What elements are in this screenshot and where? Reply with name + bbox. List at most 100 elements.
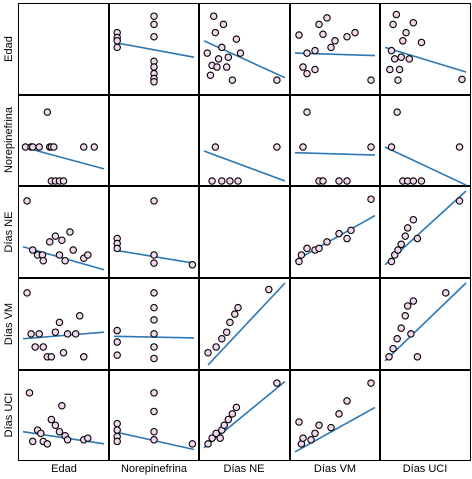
panel-3-1 <box>113 289 195 363</box>
data-point <box>323 238 331 246</box>
data-point <box>228 76 237 84</box>
data-point <box>39 256 47 265</box>
data-point <box>385 353 393 361</box>
data-point <box>394 246 402 254</box>
data-point <box>234 177 242 185</box>
data-point <box>55 251 64 259</box>
data-point <box>386 65 394 74</box>
data-point <box>209 12 218 20</box>
data-point <box>61 256 69 265</box>
data-point <box>397 53 405 61</box>
data-point <box>58 402 66 410</box>
data-point <box>343 397 351 405</box>
panel-0-4 <box>384 10 467 84</box>
data-point <box>367 143 375 151</box>
data-point <box>327 423 335 432</box>
panel-border-1-4 <box>380 95 471 186</box>
panel-1-0 <box>21 108 105 185</box>
data-point <box>295 418 303 426</box>
panel-border-2-3 <box>290 186 380 278</box>
data-point <box>51 328 60 336</box>
data-point <box>405 55 414 63</box>
data-point <box>387 143 396 151</box>
data-point <box>150 259 158 267</box>
panel-2-3 <box>294 195 376 266</box>
data-point <box>214 55 223 63</box>
data-point <box>265 285 273 294</box>
panel-border-4-4 <box>380 370 471 461</box>
panel-border-2-4 <box>380 186 471 278</box>
panel-border-4-0 <box>18 370 109 461</box>
data-point <box>84 251 92 259</box>
data-point <box>150 407 158 416</box>
data-point <box>69 246 77 254</box>
row-label-edad: Edad <box>3 36 15 62</box>
data-point <box>35 330 43 338</box>
data-point <box>343 234 351 243</box>
data-point <box>367 195 375 203</box>
regression-line <box>22 331 105 340</box>
panel-2-0 <box>22 197 105 271</box>
data-point <box>43 108 52 116</box>
data-point <box>299 143 307 151</box>
data-point <box>222 63 231 71</box>
data-point <box>299 434 307 442</box>
data-point <box>113 244 121 253</box>
data-point <box>303 69 311 78</box>
col-label-edad: Edad <box>51 463 77 475</box>
data-point <box>303 49 311 57</box>
row-label-dias-ne: Días NE <box>3 212 15 253</box>
data-point <box>402 28 410 37</box>
data-point <box>387 257 396 266</box>
data-point <box>39 343 47 351</box>
data-point <box>208 434 216 442</box>
panel-1-4 <box>384 108 467 186</box>
data-point <box>335 177 343 185</box>
data-point <box>367 379 375 387</box>
data-point <box>389 20 397 29</box>
data-point <box>307 436 315 444</box>
data-point <box>297 251 306 259</box>
data-point <box>397 240 405 249</box>
data-point <box>319 30 327 38</box>
data-point <box>232 403 241 412</box>
data-point <box>331 37 339 45</box>
data-point <box>343 177 351 185</box>
data-point <box>80 143 88 151</box>
data-point <box>343 32 351 41</box>
data-point <box>150 32 158 41</box>
regression-line <box>203 40 286 79</box>
data-point <box>188 261 197 269</box>
data-point <box>23 197 31 205</box>
data-point <box>409 19 418 27</box>
panel-border-3-3 <box>290 278 380 370</box>
data-point <box>63 436 72 444</box>
panel-4-1 <box>113 389 197 451</box>
panel-2-1 <box>113 197 197 269</box>
data-point <box>218 43 226 52</box>
data-point <box>213 63 221 71</box>
data-point <box>295 257 303 266</box>
data-point <box>55 318 64 327</box>
data-point <box>319 177 327 185</box>
data-point <box>150 330 158 338</box>
data-point <box>66 228 74 236</box>
panel-3-2 <box>204 282 286 366</box>
data-point <box>455 197 464 205</box>
data-point <box>150 289 158 297</box>
regression-line <box>22 146 105 170</box>
data-point <box>25 389 34 397</box>
data-point <box>303 108 311 116</box>
data-point <box>113 437 121 446</box>
data-point <box>413 353 422 361</box>
data-point <box>211 143 220 151</box>
panel-2-4 <box>384 190 467 266</box>
data-point <box>393 108 401 116</box>
data-point <box>188 440 197 448</box>
data-point <box>27 330 35 338</box>
regression-line <box>203 150 286 182</box>
data-point <box>35 143 43 151</box>
data-point <box>150 78 158 86</box>
data-point <box>220 421 229 429</box>
row-label-norepinefrina: Norepinefrina <box>3 106 15 173</box>
